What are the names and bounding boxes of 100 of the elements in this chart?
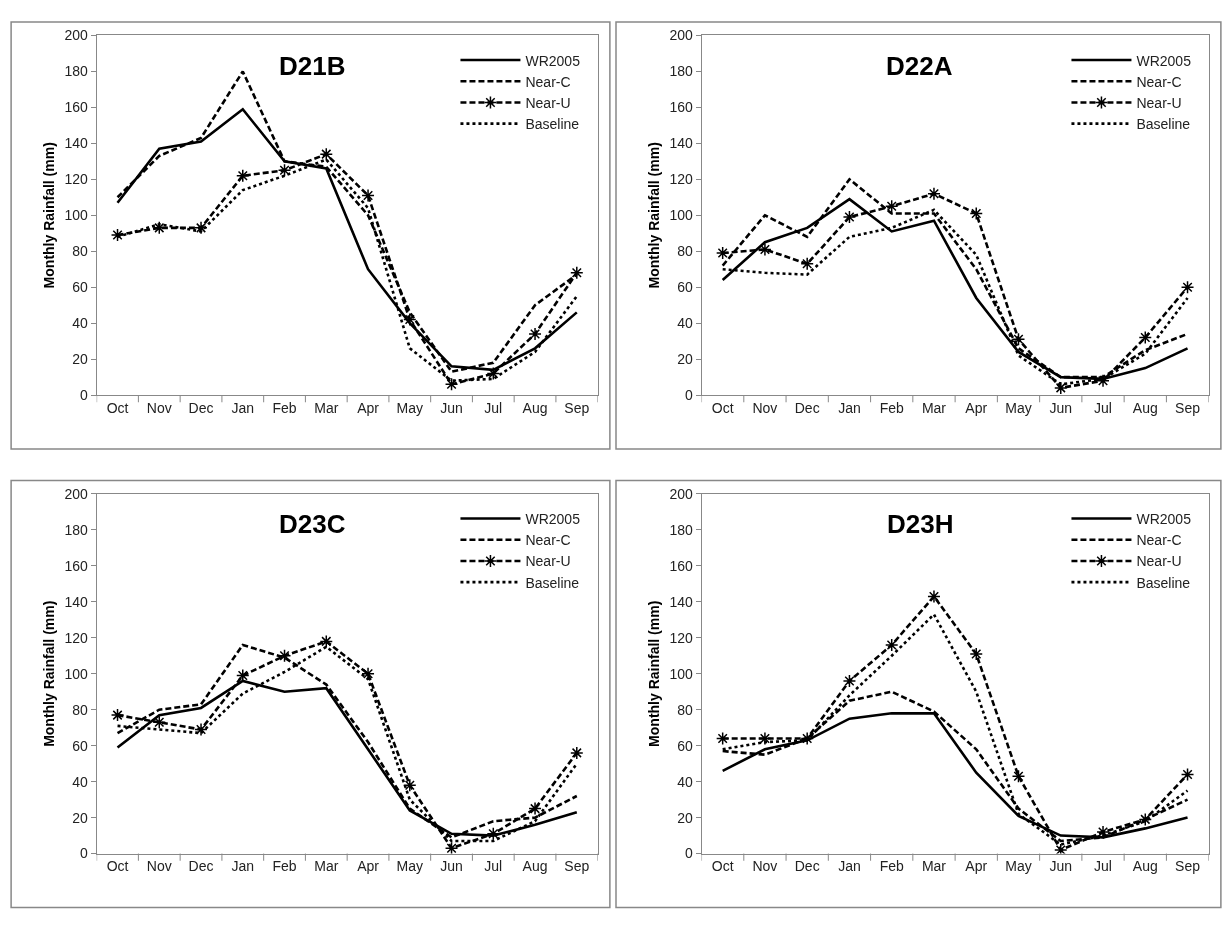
x-tick-label: May: [1005, 399, 1032, 416]
x-tick-label: Oct: [106, 399, 129, 416]
y-tick-label: 0: [80, 845, 89, 862]
legend-label: Near-U: [1136, 94, 1182, 111]
y-tick-label: 100: [669, 207, 693, 224]
legend-label: WR2005: [525, 52, 581, 69]
x-tick-label: Mar: [314, 399, 339, 416]
x-tick-label: Dec: [188, 399, 214, 416]
y-tick-label: 20: [677, 351, 693, 368]
legend-label: Baseline: [1136, 574, 1191, 591]
y-tick-label: 40: [72, 315, 89, 332]
legend-label: Near-C: [1136, 532, 1182, 549]
y-tick-label: 120: [64, 629, 89, 646]
y-tick-label: 20: [72, 809, 89, 826]
x-tick-label: Jun: [1049, 858, 1073, 875]
legend-label: Near-C: [1136, 73, 1182, 90]
y-tick-label: 200: [64, 485, 89, 502]
legend-label: WR2005: [1136, 511, 1192, 528]
x-tick-label: Feb: [879, 858, 904, 875]
x-tick-label: Feb: [879, 399, 904, 416]
legend-label: WR2005: [525, 511, 581, 528]
legend-label: Near-U: [1136, 553, 1182, 570]
y-tick-label: 20: [72, 351, 89, 368]
y-axis-title: Monthly Rainfall (mm): [41, 142, 58, 289]
y-tick-label: 120: [669, 171, 693, 188]
x-tick-label: Jul: [1094, 858, 1112, 875]
y-tick-label: 80: [677, 243, 693, 260]
y-tick-label: 200: [64, 27, 89, 44]
y-tick-label: 60: [72, 279, 89, 296]
y-tick-label: 60: [677, 737, 693, 754]
x-tick-label: Aug: [522, 858, 548, 875]
y-tick-label: 140: [669, 135, 693, 152]
x-tick-label: May: [396, 399, 424, 416]
x-tick-label: Mar: [314, 858, 339, 875]
x-tick-label: Jan: [231, 858, 255, 875]
y-tick-label: 140: [669, 593, 693, 610]
x-tick-label: May: [396, 858, 424, 875]
y-tick-label: 80: [677, 701, 693, 718]
y-tick-label: 100: [669, 665, 693, 682]
y-tick-label: 140: [64, 593, 89, 610]
x-tick-label: Mar: [921, 858, 947, 875]
x-tick-label: Jan: [838, 858, 861, 875]
x-tick-label: Nov: [146, 858, 172, 875]
text: D21B: [279, 51, 346, 81]
legend-label: Baseline: [525, 116, 580, 133]
y-tick-label: 160: [669, 99, 693, 116]
y-tick-label: 40: [677, 315, 693, 332]
legend-label: Near-C: [525, 73, 571, 90]
y-tick-label: 80: [72, 243, 89, 260]
x-tick-label: Feb: [272, 399, 297, 416]
x-tick-label: Aug: [522, 399, 548, 416]
x-tick-label: Dec: [794, 399, 820, 416]
x-tick-label: Jun: [440, 858, 463, 875]
y-tick-label: 80: [72, 701, 89, 718]
legend-label: Baseline: [1136, 116, 1191, 133]
x-tick-label: Sep: [1175, 858, 1201, 875]
y-tick-label: 160: [64, 99, 89, 116]
y-tick-label: 180: [669, 63, 693, 80]
legend-label: Near-C: [525, 532, 571, 549]
y-tick-label: 0: [80, 386, 89, 403]
x-tick-label: Jun: [440, 399, 463, 416]
legend-label: WR2005: [1136, 52, 1192, 69]
x-tick-label: Sep: [564, 399, 590, 416]
legend-label: Near-U: [525, 553, 571, 570]
x-tick-label: Feb: [272, 858, 297, 875]
y-axis-title: Monthly Rainfall (mm): [41, 600, 58, 747]
y-tick-label: 200: [669, 27, 693, 44]
y-tick-label: 0: [684, 845, 693, 862]
x-tick-label: Dec: [188, 858, 214, 875]
y-tick-label: 140: [64, 135, 89, 152]
x-tick-label: Nov: [752, 858, 778, 875]
x-tick-label: Aug: [1132, 399, 1158, 416]
x-tick-label: Apr: [357, 858, 380, 875]
y-tick-label: 20: [677, 809, 693, 826]
legend-label: Near-U: [525, 94, 571, 111]
x-tick-label: Jul: [1094, 399, 1112, 416]
legend-label: Baseline: [525, 574, 580, 591]
x-tick-label: Jan: [231, 399, 255, 416]
x-tick-label: Nov: [752, 399, 778, 416]
x-tick-label: Jul: [484, 399, 503, 416]
y-tick-label: 120: [64, 171, 89, 188]
x-tick-label: Jun: [1049, 399, 1073, 416]
x-tick-label: Sep: [564, 858, 590, 875]
text: D22A: [886, 51, 953, 81]
y-tick-label: 40: [677, 773, 693, 790]
y-tick-label: 120: [669, 629, 693, 646]
y-tick-label: 180: [64, 521, 89, 538]
y-axis-title: Monthly Rainfall (mm): [645, 600, 662, 747]
x-tick-label: Apr: [965, 399, 988, 416]
y-tick-label: 160: [64, 557, 89, 574]
x-tick-label: May: [1005, 858, 1032, 875]
y-tick-label: 200: [669, 485, 693, 502]
x-tick-label: Apr: [965, 858, 988, 875]
y-tick-label: 160: [669, 557, 693, 574]
x-tick-label: Mar: [921, 399, 947, 416]
x-tick-label: Nov: [146, 399, 172, 416]
y-tick-label: 40: [72, 773, 89, 790]
y-tick-label: 100: [64, 665, 89, 682]
x-tick-label: Oct: [711, 858, 734, 875]
x-tick-label: Sep: [1175, 399, 1201, 416]
